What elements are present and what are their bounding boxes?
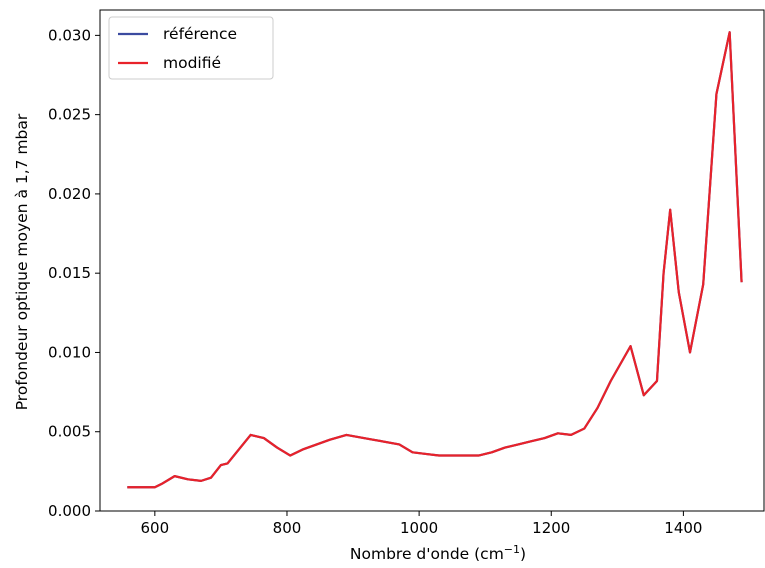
- x-axis-ticks: 600 800 1000 1200 1400: [141, 511, 702, 537]
- x-tick-label: 600: [141, 519, 170, 537]
- y-axis-label: Profondeur optique moyen à 1,7 mbar: [13, 113, 31, 410]
- x-tick-label: 800: [273, 519, 302, 537]
- y-tick-label: 0.020: [48, 185, 91, 203]
- series-line-reference: [127, 31, 743, 489]
- series-line-modified: [127, 31, 743, 489]
- x-axis-label: Nombre d'onde (cm−1): [350, 543, 526, 563]
- y-tick-label: 0.025: [48, 106, 91, 124]
- y-tick-label: 0.010: [48, 343, 91, 361]
- plot-frame: [99, 9, 765, 512]
- y-tick-label: 0.030: [48, 26, 91, 44]
- x-tick-label: 1400: [664, 519, 702, 537]
- legend-box: [108, 16, 274, 80]
- legend: référence modifié: [108, 16, 274, 80]
- y-tick-label: 0.000: [48, 502, 91, 520]
- series-layer: [127, 31, 743, 489]
- legend-label-reference: référence: [163, 25, 237, 43]
- x-tick-label: 1200: [532, 519, 570, 537]
- y-axis-ticks: 0.000 0.005 0.010 0.015 0.020 0.025 0.030: [48, 26, 100, 520]
- x-tick-label: 1000: [400, 519, 438, 537]
- y-tick-label: 0.015: [48, 264, 91, 282]
- y-tick-label: 0.005: [48, 423, 91, 441]
- legend-label-modified: modifié: [163, 54, 221, 72]
